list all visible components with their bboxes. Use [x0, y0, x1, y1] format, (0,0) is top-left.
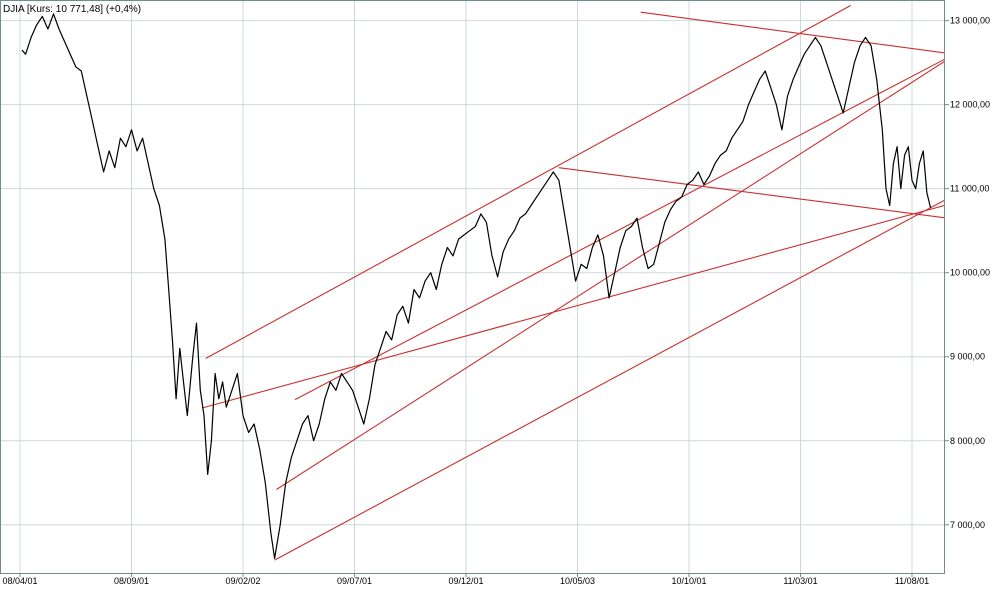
trend-lines — [201, 4, 945, 561]
y-tick-label: 8 000,00 — [950, 436, 985, 446]
trend-line — [558, 167, 945, 219]
x-tick-label: 09/12/01 — [448, 576, 483, 586]
y-tick-label: 11 000,00 — [950, 184, 989, 194]
x-tick-label: 11/08/01 — [895, 576, 929, 586]
x-tick-label: 10/10/01 — [671, 576, 706, 586]
x-tick-label: 10/05/03 — [560, 576, 595, 586]
plot-background — [0, 0, 945, 574]
y-tick-label: 13 000,00 — [950, 16, 990, 26]
x-tick-label: 08/09/01 — [114, 576, 149, 586]
trend-line — [640, 11, 945, 54]
x-tick-label: 08/04/01 — [2, 576, 37, 586]
y-tick-label: 9 000,00 — [950, 352, 985, 362]
price-line — [21, 13, 932, 559]
x-tick-label: 11/03/01 — [783, 576, 817, 586]
plot-frame — [0, 0, 945, 574]
trend-line — [274, 199, 945, 561]
x-tick-label: 09/07/01 — [337, 576, 372, 586]
x-tick-label: 09/02/02 — [225, 576, 260, 586]
trend-line — [276, 60, 945, 490]
trend-line — [201, 204, 945, 409]
grid-lines — [0, 0, 945, 574]
x-axis: 08/04/01 08/09/01 09/02/02 09/07/01 09/12/01… — [2, 574, 929, 586]
chart-title: DJIA [Kurs: 10 771,48] (+0,4%) — [3, 4, 141, 15]
y-axis: 7 000,00 8 000,00 9 000,00 10 000,00 11 000,… — [945, 16, 990, 530]
y-tick-label: 10 000,00 — [950, 268, 990, 278]
trend-line — [294, 58, 945, 401]
price-series — [21, 13, 932, 559]
y-tick-label: 7 000,00 — [950, 520, 985, 530]
y-tick-label: 12 000,00 — [950, 100, 990, 110]
trend-line — [205, 4, 851, 359]
